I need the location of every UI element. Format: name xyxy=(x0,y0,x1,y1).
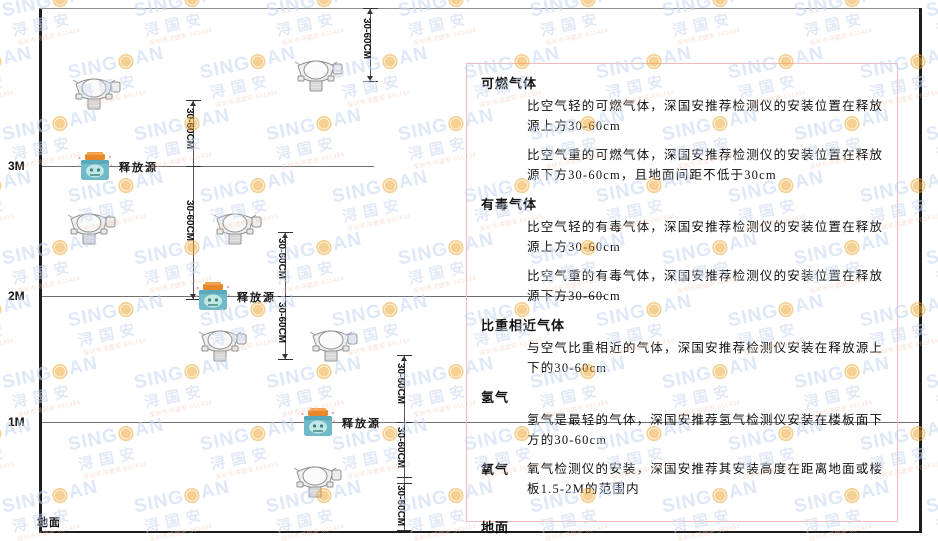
panel-section: 氧气 氧气检测仪的安装，深国安推荐其安装高度在距离地面或楼板1.5-2M的范围内 xyxy=(481,459,885,499)
release-source-label: 释放源 xyxy=(342,418,381,430)
panel-section-paragraph: 氧气检测仪的安装，深国安推荐其安装高度在距离地面或楼板1.5-2M的范围内 xyxy=(527,462,884,496)
panel-spacer xyxy=(481,508,885,517)
dimension-tick xyxy=(396,355,412,356)
panel-section-paragraph: 与空气比重相近的气体，深国安推荐检测仪安装在释放源上下的30-60cm xyxy=(527,341,884,375)
release-source-2m: 释放源 xyxy=(196,282,276,312)
dimension-line xyxy=(192,100,194,300)
frame-bottom-border xyxy=(39,531,921,533)
level-label-2m: 2M xyxy=(8,289,25,303)
dimension-column-upper: 30-60CM 30-60CM xyxy=(178,100,208,300)
release-source-3m: 释放源 xyxy=(78,152,158,182)
panel-section-heading: 氧气 xyxy=(481,462,510,477)
gas-detector-icon xyxy=(290,52,344,96)
dimension-arrow-up xyxy=(401,356,407,361)
dimension-tick xyxy=(277,232,293,233)
dimension-arrow-up xyxy=(282,233,288,238)
dimension-tick xyxy=(396,422,412,423)
dimension-arrow-down xyxy=(367,76,373,81)
dimension-tick xyxy=(396,483,412,484)
panel-section-heading: 地面 xyxy=(481,520,510,535)
specification-panel: 可燃气体比空气轻的可燃气体，深国安推荐检测仪的安装位置在释放源上方30-60cm… xyxy=(466,63,898,535)
panel-section-heading: 有毒气体 xyxy=(481,197,538,212)
gas-detector-icon xyxy=(63,205,117,249)
level-label-3m: 3M xyxy=(8,159,25,173)
dimension-text: 30-60CM xyxy=(276,302,287,344)
dimension-tick xyxy=(362,81,378,82)
panel-section-paragraph: 比空气重的可燃气体，深国安推荐检测仪的安装位置在释放源下方30-60cm，且地面… xyxy=(527,148,884,182)
frame-top-border xyxy=(39,8,921,9)
gas-detector-icon xyxy=(289,458,343,502)
dimension-tick xyxy=(362,8,378,9)
dimension-column-middle: 30-60CM 30-60CM xyxy=(270,232,300,360)
gas-detector-icon xyxy=(194,322,248,366)
level-line-2m xyxy=(42,296,605,297)
dimension-arrow-down xyxy=(282,354,288,359)
dimension-arrow-up xyxy=(367,9,373,14)
panel-section-heading: 比重相近气体 xyxy=(481,318,566,333)
dimension-text: 30-60CM xyxy=(395,427,406,469)
dimension-tick xyxy=(396,477,412,478)
release-source-label: 释放源 xyxy=(119,162,158,174)
dimension-tick xyxy=(185,299,201,300)
frame-right-border xyxy=(919,8,922,533)
dimension-line xyxy=(403,355,405,531)
panel-section-heading: 可燃气体 xyxy=(481,76,538,91)
gas-detector-icon xyxy=(305,322,359,366)
level-label-1m: 1M xyxy=(8,415,25,429)
dimension-arrow-down xyxy=(190,294,196,299)
dimension-tick xyxy=(277,296,293,297)
dimension-tick xyxy=(185,166,201,167)
release-source-1m: 释放源 xyxy=(301,408,381,438)
panel-section-heading: 氢气 xyxy=(481,390,510,405)
dimension-tick xyxy=(277,359,293,360)
release-source-icon xyxy=(196,282,230,310)
level-line-1m xyxy=(42,422,922,423)
ground-label: 地面 xyxy=(37,517,61,529)
dimension-text: 30-60CM xyxy=(395,363,406,405)
release-source-icon xyxy=(301,408,335,436)
dimension-column-lower: 30-60CM 30-60CM 30-60CM xyxy=(389,355,419,531)
release-source-icon xyxy=(78,152,112,180)
panel-section-paragraph: 比空气轻的可燃气体，深国安推荐检测仪的安装位置在释放源上方30-60cm xyxy=(527,99,884,133)
frame-left-border xyxy=(39,8,42,533)
dimension-arrow-up xyxy=(190,101,196,106)
dimension-tick xyxy=(185,100,201,101)
panel-section-paragraph: 比空气轻的有毒气体，深国安推荐检测仪的安装位置在释放源上方30-60cm xyxy=(527,220,884,254)
dimension-text: 30-60CM xyxy=(276,238,287,280)
dimension-line xyxy=(369,8,371,82)
dimension-column-top: 30-60CM xyxy=(355,8,385,82)
dimension-text: 30-60CM xyxy=(184,108,195,150)
dimension-text: 30-60CM xyxy=(184,200,195,242)
release-source-label: 释放源 xyxy=(237,292,276,304)
panel-section-paragraph: 比空气重的有毒气体，深国安推荐检测仪的安装位置在释放源下方30-60cm xyxy=(527,269,884,303)
panel-section-paragraph: 氢气是最轻的气体，深国安推荐氢气检测仪安装在楼板面下方的30-60cm xyxy=(527,413,884,447)
level-line-3m xyxy=(42,166,374,167)
gas-detector-icon xyxy=(68,70,122,114)
dimension-text: 30-60CM xyxy=(395,485,406,527)
gas-detector-icon xyxy=(209,205,263,249)
dimension-text: 30-60CM xyxy=(361,18,372,60)
dimension-tick xyxy=(396,530,412,531)
